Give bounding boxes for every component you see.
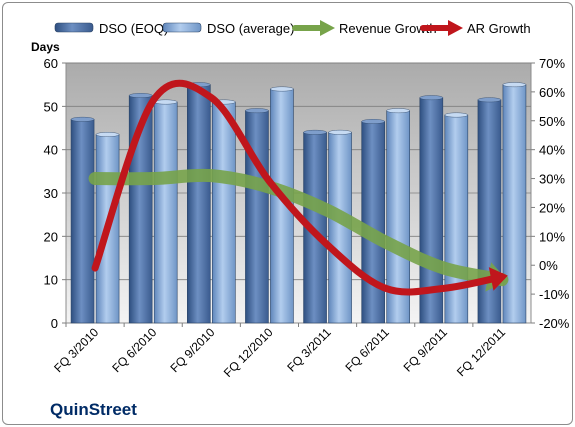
bar-cap — [70, 116, 95, 122]
legend-item-dso-eoq: DSO (EOQ) — [54, 21, 168, 36]
bar-cap — [270, 86, 294, 92]
company-name: QuinStreet — [50, 400, 137, 419]
ar-growth-line — [91, 79, 506, 296]
y-right-tick-label: -10% — [539, 287, 570, 302]
bar-cap — [128, 93, 153, 98]
bar-cap — [444, 112, 469, 118]
bars — [70, 82, 527, 324]
y-left-tick-label: 30 — [44, 186, 58, 201]
y-left-tick-label: 20 — [44, 229, 58, 244]
bar-cap — [303, 129, 327, 135]
bar-cap — [419, 95, 444, 101]
x-tick-label: FQ 3/2011 — [284, 325, 334, 375]
y-right-tick-label: 60% — [539, 85, 565, 100]
bar-dso-average — [444, 114, 469, 324]
legend-label: DSO (average) — [207, 21, 294, 36]
legend-swatch — [54, 22, 94, 33]
y-axis-label: Days — [31, 40, 60, 54]
y-left-tick-label: 40 — [44, 143, 58, 158]
chart-svg: 0 10 20 30 40 50 60 -20% -10% 0% 10% 20% 30% 40% 50% 60… — [31, 20, 570, 419]
x-tick-label: FQ 6/2010 — [109, 325, 159, 375]
bar-dso-eoq — [70, 119, 95, 324]
y-left-tick-label: 10 — [44, 273, 58, 288]
legend-label: AR Growth — [467, 21, 531, 36]
ar-growth-line-arrowhead — [488, 267, 508, 291]
bar-cap — [361, 119, 385, 124]
bar-cap — [502, 82, 527, 88]
y-right-tick-label: -20% — [539, 316, 570, 331]
x-tick-label: FQ 6/2011 — [342, 325, 392, 375]
bar-cap — [153, 99, 178, 105]
bar-cap — [95, 132, 120, 137]
y-right-tick-label: 40% — [539, 143, 565, 158]
legend-swatch — [162, 22, 202, 33]
bar-cap — [328, 129, 352, 135]
y-right-tick-label: 50% — [539, 114, 565, 129]
legend-arrow-icon — [320, 20, 335, 36]
y-right-tick-label: 70% — [539, 56, 565, 71]
bar-dso-average — [212, 101, 236, 324]
x-tick-label: FQ 12/2010 — [221, 325, 276, 380]
legend-label: Revenue Growth — [339, 21, 437, 36]
legend: DSO (EOQ) DSO (average) Revenue Growth AR G… — [54, 20, 531, 36]
y-right-tick-label: 20% — [539, 200, 565, 215]
bar-dso-eoq — [361, 121, 385, 324]
bar-dso-eoq — [187, 84, 211, 324]
bar-dso-eoq — [245, 110, 269, 324]
bar-dso-average — [153, 101, 178, 324]
legend-arrow-icon — [448, 20, 463, 36]
bar-cap — [477, 97, 502, 103]
legend-item-dso-average: DSO (average) — [162, 21, 294, 36]
y-left-tick-label: 50 — [44, 99, 58, 114]
legend-label: DSO (EOQ) — [99, 21, 168, 36]
legend-item-ar-growth: AR Growth — [420, 20, 531, 36]
y-left-tick-label: 0 — [51, 316, 58, 331]
x-tick-label: FQ 9/2010 — [167, 325, 217, 375]
y-right-tick-label: 30% — [539, 172, 565, 187]
y-left-tick-label: 60 — [44, 56, 58, 71]
bar-cap — [245, 108, 269, 114]
y-right-tick-label: 0% — [539, 258, 558, 273]
x-tick-label: FQ 9/2011 — [401, 325, 451, 375]
bar-dso-average — [502, 84, 527, 324]
x-tick-label: FQ 3/2010 — [51, 325, 101, 375]
y-right-tick-label: 10% — [539, 229, 565, 244]
revenue-growth-line — [88, 168, 509, 287]
legend-item-revenue-growth: Revenue Growth — [292, 20, 437, 36]
x-tick-label: FQ 12/2011 — [454, 325, 508, 379]
growth-lines — [88, 79, 509, 296]
bar-cap — [386, 108, 410, 114]
